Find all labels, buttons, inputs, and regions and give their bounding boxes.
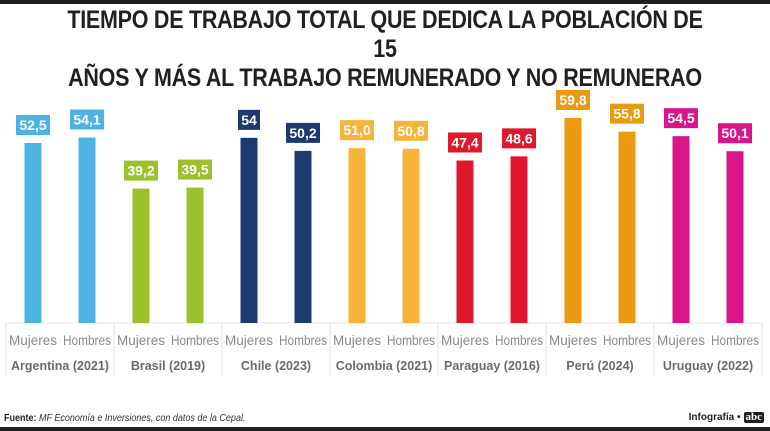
group-label: Perú (2024) xyxy=(566,359,633,373)
bar xyxy=(78,137,96,323)
data-label: 50,1 xyxy=(721,125,748,141)
bar xyxy=(564,117,582,323)
tick-label: Mujeres xyxy=(9,333,57,348)
tick-label: Mujeres xyxy=(117,333,165,348)
tick-label: Hombres xyxy=(63,333,111,348)
chart-title-line-2: AÑOS Y MÁS AL TRABAJO REMUNERADO Y NO RE… xyxy=(68,64,702,92)
tick-label: Hombres xyxy=(387,333,435,348)
source-label: Fuente: xyxy=(4,413,37,424)
data-label: 39,2 xyxy=(127,163,154,179)
data-label: 48,6 xyxy=(505,130,532,146)
bar xyxy=(240,137,258,323)
data-label-box xyxy=(238,109,260,130)
bar xyxy=(24,143,42,323)
data-label: 50,2 xyxy=(289,125,316,141)
data-label-box xyxy=(610,103,644,124)
credit: Infografía • abc xyxy=(689,412,764,423)
data-label-box xyxy=(286,122,320,143)
source-text: MF Economía e Inversiones, con datos de … xyxy=(39,413,246,424)
tick-label: Mujeres xyxy=(441,333,489,348)
source-note: Fuente: MF Economía e Inversiones, con d… xyxy=(4,413,245,424)
chart-title: TIEMPO DE TRABAJO TOTAL QUE DEDICA LA PO… xyxy=(54,6,716,93)
tick-label: Hombres xyxy=(711,333,759,348)
bar xyxy=(618,131,636,323)
data-label-box xyxy=(556,89,590,110)
data-label-box xyxy=(718,123,752,144)
abc-logo-icon: abc xyxy=(743,411,764,423)
data-label-box xyxy=(664,108,698,129)
data-label-box xyxy=(394,120,428,141)
data-label-box xyxy=(124,160,158,181)
tick-label: Mujeres xyxy=(225,333,273,348)
credit-text: Infografía • xyxy=(688,412,741,423)
data-label: 39,5 xyxy=(181,162,208,178)
bar-chart: 52,5 Mujeres 54,1 Hombres Argentina (2021) 39… xyxy=(5,89,763,376)
bar xyxy=(348,148,366,323)
data-label-box xyxy=(16,115,50,135)
data-label-box xyxy=(448,132,482,153)
data-label: 54,1 xyxy=(73,112,100,128)
bar xyxy=(294,150,312,323)
data-label: 52,5 xyxy=(19,117,46,133)
tick-label: Mujeres xyxy=(657,333,705,348)
bar xyxy=(402,148,420,323)
tick-label: Mujeres xyxy=(549,333,597,348)
chart-title-line-1: TIEMPO DE TRABAJO TOTAL QUE DEDICA LA PO… xyxy=(67,6,703,63)
tick-label: Hombres xyxy=(603,333,651,348)
data-label: 54 xyxy=(241,112,257,128)
bar xyxy=(510,156,528,323)
data-label-box xyxy=(178,159,212,180)
data-label: 47,4 xyxy=(451,134,478,150)
data-label: 54,5 xyxy=(667,110,694,126)
data-label-box xyxy=(70,109,104,130)
tick-label: Mujeres xyxy=(333,333,381,348)
group-label: Uruguay (2022) xyxy=(663,359,753,373)
bottom-rule xyxy=(0,427,770,431)
bar xyxy=(672,136,690,323)
group-label: Brasil (2019) xyxy=(131,359,205,373)
data-label-box xyxy=(340,120,374,141)
group-label: Colombia (2021) xyxy=(336,359,433,373)
bar xyxy=(726,151,744,323)
group-label: Chile (2023) xyxy=(241,359,311,373)
group-label: Paraguay (2016) xyxy=(444,359,540,373)
data-label: 59,8 xyxy=(559,92,586,108)
data-label: 50,8 xyxy=(397,123,424,139)
data-label: 55,8 xyxy=(613,106,640,122)
top-rule xyxy=(0,0,770,4)
bar xyxy=(456,160,474,323)
bar xyxy=(186,187,204,323)
tick-label: Hombres xyxy=(495,333,543,348)
data-label-box xyxy=(502,128,536,149)
tick-label: Hombres xyxy=(171,333,219,348)
tick-label: Hombres xyxy=(279,333,327,348)
bar xyxy=(132,188,150,323)
data-label: 51,0 xyxy=(343,122,370,138)
group-label: Argentina (2021) xyxy=(11,359,109,373)
